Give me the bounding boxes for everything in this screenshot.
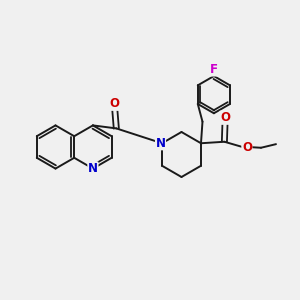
Text: O: O bbox=[220, 111, 230, 124]
Text: F: F bbox=[210, 63, 218, 76]
Text: O: O bbox=[242, 141, 252, 154]
Text: N: N bbox=[88, 162, 98, 175]
Text: O: O bbox=[110, 97, 120, 110]
Text: N: N bbox=[155, 137, 166, 150]
